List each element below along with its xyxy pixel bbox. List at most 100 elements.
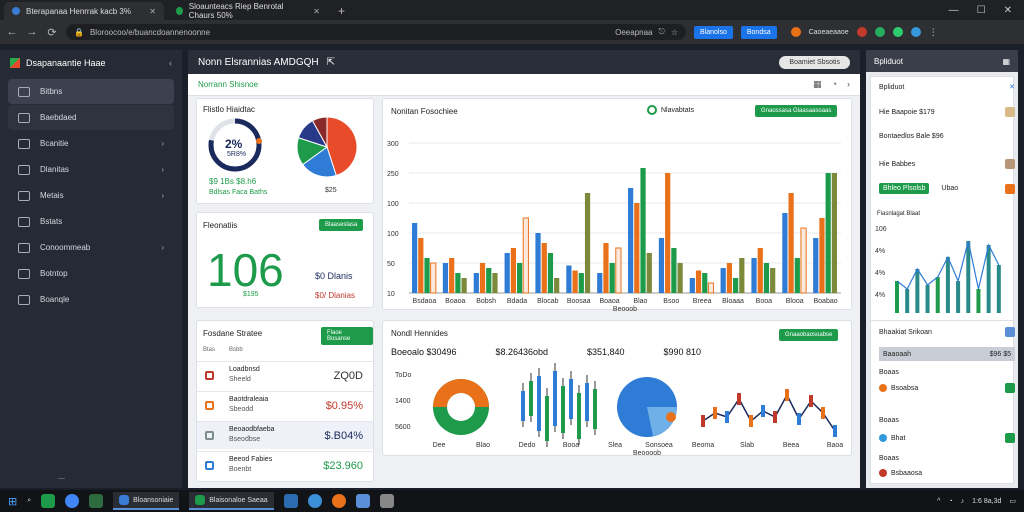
- sidebar-item-botntop[interactable]: Botntop: [8, 261, 174, 286]
- row-icon[interactable]: [1005, 183, 1015, 194]
- clock[interactable]: 1:6 8a,3d: [972, 497, 1002, 505]
- close-tab-icon[interactable]: ✕: [313, 6, 320, 16]
- row-icon[interactable]: [1005, 327, 1015, 337]
- app-icon[interactable]: [283, 494, 298, 508]
- extension-icon[interactable]: [790, 27, 801, 37]
- row-label: Boaas: [879, 417, 899, 424]
- table-action-button[interactable]: Flaoe Bosanse: [321, 327, 373, 345]
- candle-body: [545, 396, 549, 441]
- x-tick-label: Blao: [633, 298, 647, 305]
- table-row[interactable]: Beoaodbfaeba Bseodbse $.B04%: [197, 421, 373, 449]
- panel-row: Bhleo Plsolsb Ubao: [879, 183, 1015, 194]
- row-icon[interactable]: [1005, 159, 1015, 169]
- grid-icon[interactable]: ▦: [1002, 56, 1010, 66]
- chevron-up-icon[interactable]: ^: [937, 497, 941, 505]
- sidebar-item-dlanitas[interactable]: Dlanitas ›: [8, 157, 174, 182]
- volume-icon[interactable]: ♪: [960, 497, 965, 505]
- bar: [424, 258, 430, 293]
- app-icon[interactable]: [355, 494, 370, 508]
- row-dot-icon: [879, 384, 887, 392]
- tab-title: Sloaunteacs Riep Benrotal Chaurs 50%: [188, 2, 284, 20]
- x-tick-label: Blao: [476, 442, 490, 449]
- row-icon[interactable]: [1005, 107, 1015, 117]
- menu-icon[interactable]: ⋮: [928, 26, 938, 37]
- search-icon[interactable]: ⌕: [27, 497, 32, 504]
- app-icon[interactable]: [41, 494, 56, 508]
- extension-icon[interactable]: [892, 27, 903, 37]
- sidebar-item-bstats[interactable]: Bstats: [8, 209, 174, 234]
- sidebar-item-bcanitie[interactable]: Bcanitie ›: [8, 131, 174, 156]
- app-icon[interactable]: [89, 494, 104, 508]
- taskbar-app[interactable]: Bloansoniaie: [113, 492, 180, 510]
- sidebar-item-bitbns[interactable]: Bitbns: [8, 79, 174, 104]
- browser-tab[interactable]: Sloaunteacs Riep Benrotal Chaurs 50% ✕: [168, 2, 328, 20]
- app-icon[interactable]: [331, 494, 346, 508]
- mini-bar: [986, 245, 991, 313]
- user-icon: [18, 268, 30, 279]
- notification-icon[interactable]: ▭: [1009, 498, 1016, 505]
- x-tick-label: Bdada: [507, 298, 527, 305]
- row-name: Loadbnsd: [229, 366, 260, 373]
- minimize-icon[interactable]: —: [948, 5, 959, 16]
- stat-value: $990 810: [663, 347, 701, 357]
- bookmark-icon[interactable]: ☆: [670, 27, 678, 37]
- chevron-right-icon: ›: [161, 243, 164, 252]
- browser-icon[interactable]: [65, 494, 80, 508]
- address-bar[interactable]: 🔒 Bloroocoo/e/buancdoannenoonne Oeeapnaa…: [66, 24, 686, 40]
- line-marker: [773, 411, 777, 423]
- y-tick-label: ToDo: [395, 372, 411, 379]
- external-link-icon[interactable]: ⇱: [326, 56, 335, 68]
- bar-chart-button[interactable]: Gnaossasa Glaasaasoaas: [755, 105, 838, 117]
- app-icon[interactable]: [379, 494, 394, 508]
- grid-view-icon[interactable]: ▦: [813, 79, 822, 89]
- x-tick-label: Dedo: [519, 442, 536, 449]
- panel-row-selected[interactable]: Baaoaah $96 $5: [879, 347, 1015, 361]
- gauge-stat-1: $9 1Bs $8.h6: [209, 177, 257, 186]
- chevron-right-icon: ›: [161, 191, 164, 200]
- sidebar-item-metais[interactable]: Metais ›: [8, 183, 174, 208]
- close-window-icon[interactable]: ✕: [1003, 5, 1012, 16]
- collapse-icon[interactable]: ‹: [169, 58, 172, 68]
- sidebar-item-boanqle[interactable]: Boanqle: [8, 287, 174, 312]
- taskbar-app[interactable]: Blaisonaloe Saeaa: [189, 492, 274, 510]
- network-icon[interactable]: ◔: [948, 497, 953, 505]
- row-icon[interactable]: [1005, 433, 1015, 443]
- app-icon[interactable]: [307, 494, 322, 508]
- profile-icon[interactable]: [910, 27, 921, 37]
- close-icon[interactable]: ✕: [1009, 84, 1015, 91]
- card-action-button[interactable]: Blaaseslasa: [319, 219, 364, 231]
- toolbar-button-2[interactable]: Bondsa: [740, 25, 777, 39]
- bar: [449, 258, 455, 293]
- row-icon[interactable]: [1005, 383, 1015, 393]
- chevron-right-icon[interactable]: ›: [847, 79, 850, 89]
- panel-button[interactable]: Bhleo Plsolsb: [879, 183, 930, 194]
- big-stat-1: $0 Dlanis: [315, 271, 353, 281]
- toolbar-label[interactable]: Caoeaeaaoe: [808, 28, 849, 36]
- table-row[interactable]: Baotdraleaia Sbeodd $0.95%: [197, 391, 373, 419]
- chevron-right-icon: ›: [161, 165, 164, 174]
- y-tick-label: 4%: [875, 292, 885, 299]
- browser-tab-strip: Bterapanaa Henrrak kacb 3% ✕ Sloaunteacs…: [0, 0, 1024, 20]
- browser-tab-active[interactable]: Bterapanaa Henrrak kacb 3% ✕: [4, 2, 164, 20]
- sidebar-item-dashboard[interactable]: Baebdaed: [8, 105, 174, 130]
- toolbar-button-1[interactable]: Blanolso: [694, 25, 733, 39]
- settings-icon[interactable]: ◔: [831, 79, 837, 89]
- reload-icon[interactable]: ⟳: [47, 26, 57, 39]
- share-icon[interactable]: ⎋: [658, 27, 665, 36]
- table-row[interactable]: Beeod Fabies Boenbt $23.960: [197, 451, 373, 479]
- table-row[interactable]: Loadbnsd Sheeld ZQ0⁠D: [197, 361, 373, 389]
- windows-start-icon[interactable]: ⊞: [8, 495, 18, 508]
- new-tab-icon[interactable]: +: [338, 4, 346, 18]
- forward-icon[interactable]: →: [26, 26, 38, 38]
- bar: [566, 265, 572, 293]
- extension-icon[interactable]: [874, 27, 885, 37]
- row-label: Boaas: [879, 455, 899, 462]
- close-tab-icon[interactable]: ✕: [149, 6, 156, 16]
- back-icon[interactable]: ←: [6, 26, 18, 38]
- extension-icon[interactable]: [856, 27, 867, 37]
- maximize-icon[interactable]: ☐: [976, 5, 986, 16]
- bottom-chart-button[interactable]: Gnaaobaosoabse: [779, 329, 839, 341]
- candle-body: [537, 376, 541, 431]
- header-pill-button[interactable]: Boamiet Sbsotis: [779, 55, 850, 69]
- sidebar-item-conoommeab[interactable]: Conoommeab ›: [8, 235, 174, 260]
